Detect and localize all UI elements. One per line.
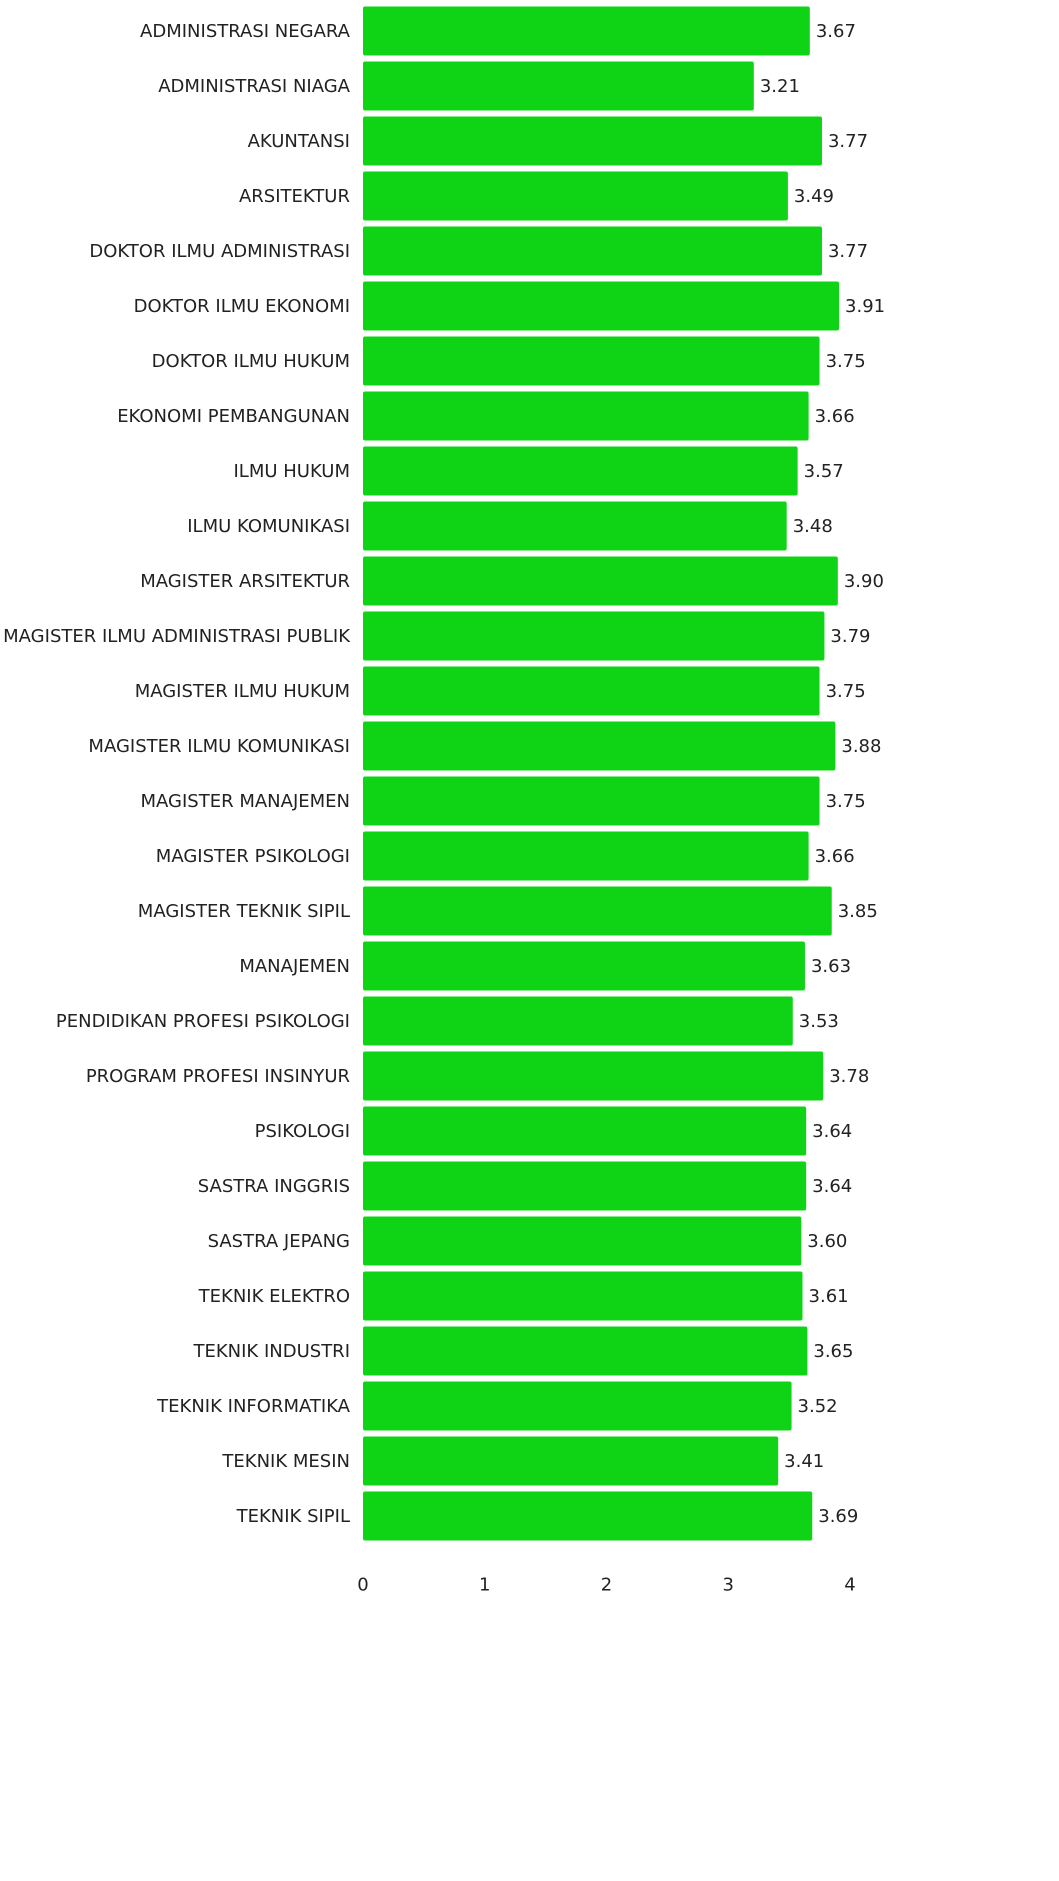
value-label: 3.41 bbox=[784, 1451, 824, 1472]
y-tick-label: MANAJEMEN bbox=[239, 956, 350, 977]
value-label: 3.52 bbox=[798, 1396, 838, 1417]
bar bbox=[363, 61, 754, 111]
bar bbox=[363, 941, 805, 991]
x-tick-label: 3 bbox=[723, 1575, 734, 1596]
value-label: 3.66 bbox=[815, 846, 855, 867]
y-tick-label: TEKNIK ELEKTRO bbox=[198, 1286, 350, 1307]
y-tick-label: DOKTOR ILMU ADMINISTRASI bbox=[89, 241, 350, 262]
y-tick-label: DOKTOR ILMU EKONOMI bbox=[134, 296, 350, 317]
y-tick-label: MAGISTER TEKNIK SIPIL bbox=[138, 901, 350, 922]
bar bbox=[363, 776, 820, 826]
y-tick-label: SASTRA JEPANG bbox=[208, 1231, 350, 1252]
value-label: 3.66 bbox=[815, 406, 855, 427]
bar bbox=[363, 1051, 824, 1101]
bar bbox=[363, 1436, 779, 1486]
bar bbox=[363, 1271, 803, 1321]
bar bbox=[363, 1161, 807, 1211]
bar bbox=[363, 6, 810, 56]
bar bbox=[363, 501, 787, 551]
value-label: 3.75 bbox=[826, 791, 866, 812]
y-tick-label: ARSITEKTUR bbox=[239, 186, 350, 207]
y-tick-label: PSIKOLOGI bbox=[255, 1121, 350, 1142]
y-tick-label: SASTRA INGGRIS bbox=[198, 1176, 350, 1197]
y-tick-label: ADMINISTRASI NIAGA bbox=[158, 76, 350, 97]
value-label: 3.64 bbox=[812, 1176, 852, 1197]
y-tick-label: MAGISTER ARSITEKTUR bbox=[140, 571, 350, 592]
y-tick-label: MAGISTER ILMU KOMUNIKASI bbox=[88, 736, 350, 757]
bar bbox=[363, 556, 838, 606]
value-label: 3.77 bbox=[828, 241, 868, 262]
y-tick-label: TEKNIK MESIN bbox=[221, 1451, 350, 1472]
value-label: 3.63 bbox=[811, 956, 851, 977]
value-label: 3.64 bbox=[812, 1121, 852, 1142]
bar bbox=[363, 996, 793, 1046]
value-label: 3.65 bbox=[813, 1341, 853, 1362]
value-label: 3.77 bbox=[828, 131, 868, 152]
bar bbox=[363, 1381, 792, 1431]
bar bbox=[363, 116, 822, 166]
y-tick-label: TEKNIK SIPIL bbox=[236, 1506, 350, 1527]
bar bbox=[363, 1491, 813, 1541]
bar bbox=[363, 611, 825, 661]
bar bbox=[363, 171, 788, 221]
x-tick-label: 4 bbox=[844, 1575, 855, 1596]
bar bbox=[363, 666, 820, 716]
value-label: 3.60 bbox=[807, 1231, 847, 1252]
bar bbox=[363, 831, 809, 881]
value-label: 3.75 bbox=[826, 351, 866, 372]
bar bbox=[363, 391, 809, 441]
value-label: 3.69 bbox=[818, 1506, 858, 1527]
x-tick-label: 0 bbox=[357, 1575, 368, 1596]
value-label: 3.90 bbox=[844, 571, 884, 592]
bar bbox=[363, 1326, 808, 1376]
value-label: 3.88 bbox=[841, 736, 881, 757]
value-label: 3.67 bbox=[816, 21, 856, 42]
y-tick-label: PENDIDIKAN PROFESI PSIKOLOGI bbox=[56, 1011, 350, 1032]
value-label: 3.49 bbox=[794, 186, 834, 207]
y-tick-label: TEKNIK INDUSTRI bbox=[192, 1341, 350, 1362]
y-tick-label: MAGISTER ILMU HUKUM bbox=[135, 681, 350, 702]
y-tick-label: MAGISTER PSIKOLOGI bbox=[156, 846, 350, 867]
bar bbox=[363, 1216, 802, 1266]
bar bbox=[363, 1106, 807, 1156]
y-tick-label: MAGISTER MANAJEMEN bbox=[141, 791, 350, 812]
bar bbox=[363, 281, 840, 331]
value-label: 3.78 bbox=[829, 1066, 869, 1087]
y-tick-label: ILMU KOMUNIKASI bbox=[187, 516, 350, 537]
value-label: 3.79 bbox=[830, 626, 870, 647]
y-tick-label: TEKNIK INFORMATIKA bbox=[156, 1396, 351, 1417]
value-label: 3.75 bbox=[826, 681, 866, 702]
bar bbox=[363, 721, 836, 771]
y-tick-label: MAGISTER ILMU ADMINISTRASI PUBLIK bbox=[3, 626, 351, 647]
y-tick-label: DOKTOR ILMU HUKUM bbox=[152, 351, 350, 372]
value-label: 3.91 bbox=[845, 296, 885, 317]
bar bbox=[363, 226, 822, 276]
bar bbox=[363, 886, 832, 936]
bar bbox=[363, 446, 798, 496]
y-tick-label: ILMU HUKUM bbox=[234, 461, 351, 482]
value-label: 3.21 bbox=[760, 76, 800, 97]
value-label: 3.57 bbox=[804, 461, 844, 482]
value-label: 3.53 bbox=[799, 1011, 839, 1032]
y-tick-label: ADMINISTRASI NEGARA bbox=[140, 21, 351, 42]
x-tick-label: 1 bbox=[479, 1575, 490, 1596]
y-tick-label: EKONOMI PEMBANGUNAN bbox=[117, 406, 350, 427]
value-label: 3.61 bbox=[809, 1286, 849, 1307]
x-tick-label: 2 bbox=[601, 1575, 612, 1596]
bar bbox=[363, 336, 820, 386]
value-label: 3.85 bbox=[838, 901, 878, 922]
y-tick-label: PROGRAM PROFESI INSINYUR bbox=[86, 1066, 350, 1087]
value-label: 3.48 bbox=[793, 516, 833, 537]
y-tick-label: AKUNTANSI bbox=[248, 131, 350, 152]
